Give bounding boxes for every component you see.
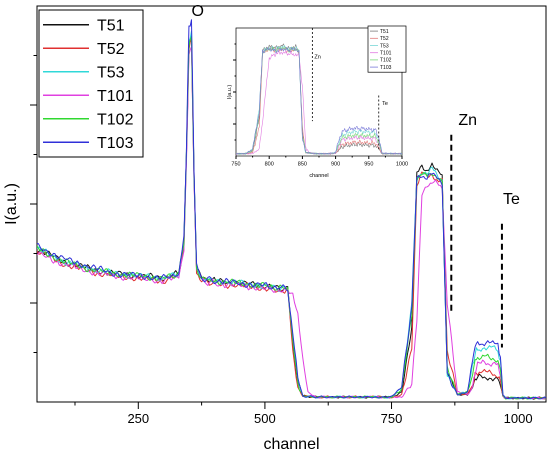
- inset-x-axis-label: channel: [309, 173, 328, 179]
- inset-x-tick-label: 1000: [396, 162, 408, 168]
- main-x-tick-label: 1000: [504, 411, 533, 426]
- inset-legend-label-T53: T53: [380, 43, 389, 49]
- main-x-tick-label: 750: [381, 411, 403, 426]
- inset-x-tick-label: 900: [331, 162, 340, 168]
- inset-x-tick-label: 950: [364, 162, 373, 168]
- main-annotation-Zn: Zn: [458, 112, 477, 129]
- inset-group: 750 800 850 900 950 1000 channel I(a.u.) Zn Te T51…: [227, 25, 408, 179]
- inset-series-line-T103: [236, 47, 402, 155]
- inset-y-axis-label: I(a.u.): [227, 85, 233, 100]
- inset-series-group: [236, 43, 402, 155]
- inset-legend-label-T52: T52: [380, 36, 389, 42]
- main-annotation-O: O: [191, 3, 203, 20]
- main-series-line-T103: [37, 19, 546, 400]
- main-series-group: [37, 19, 546, 400]
- main-legend-label-T103: T103: [97, 135, 134, 152]
- main-annotation-Te: Te: [503, 191, 520, 208]
- main-legend-label-T102: T102: [97, 112, 134, 129]
- inset-x-tick-label: 850: [298, 162, 307, 168]
- main-legend-box: [38, 9, 144, 158]
- inset-legend-label-T51: T51: [380, 29, 389, 35]
- main-y-axis-label: I(a.u.): [3, 183, 20, 225]
- main-legend-label-T52: T52: [97, 41, 125, 58]
- inset-legend-label-T103: T103: [380, 65, 392, 71]
- inset-x-tick-label: 750: [231, 162, 240, 168]
- inset-legend-label-T102: T102: [380, 58, 392, 64]
- inset-annotation-Zn: Zn: [314, 54, 320, 60]
- main-x-axis-label: channel: [263, 436, 319, 453]
- inset-legend-label-T101: T101: [380, 51, 392, 57]
- main-x-tick-label: 500: [254, 411, 276, 426]
- inset-annotation-Te: Te: [382, 101, 388, 107]
- main-series-line-T102: [37, 36, 546, 400]
- inset-legend-box: [367, 25, 407, 73]
- main-x-tick-label: 250: [127, 411, 149, 426]
- main-legend-label-T101: T101: [97, 88, 134, 105]
- main-legend-label-T51: T51: [97, 18, 125, 35]
- main-legend-label-T53: T53: [97, 65, 125, 82]
- main-series-line-T51: [37, 37, 546, 400]
- inset-x-tick-label: 800: [265, 162, 274, 168]
